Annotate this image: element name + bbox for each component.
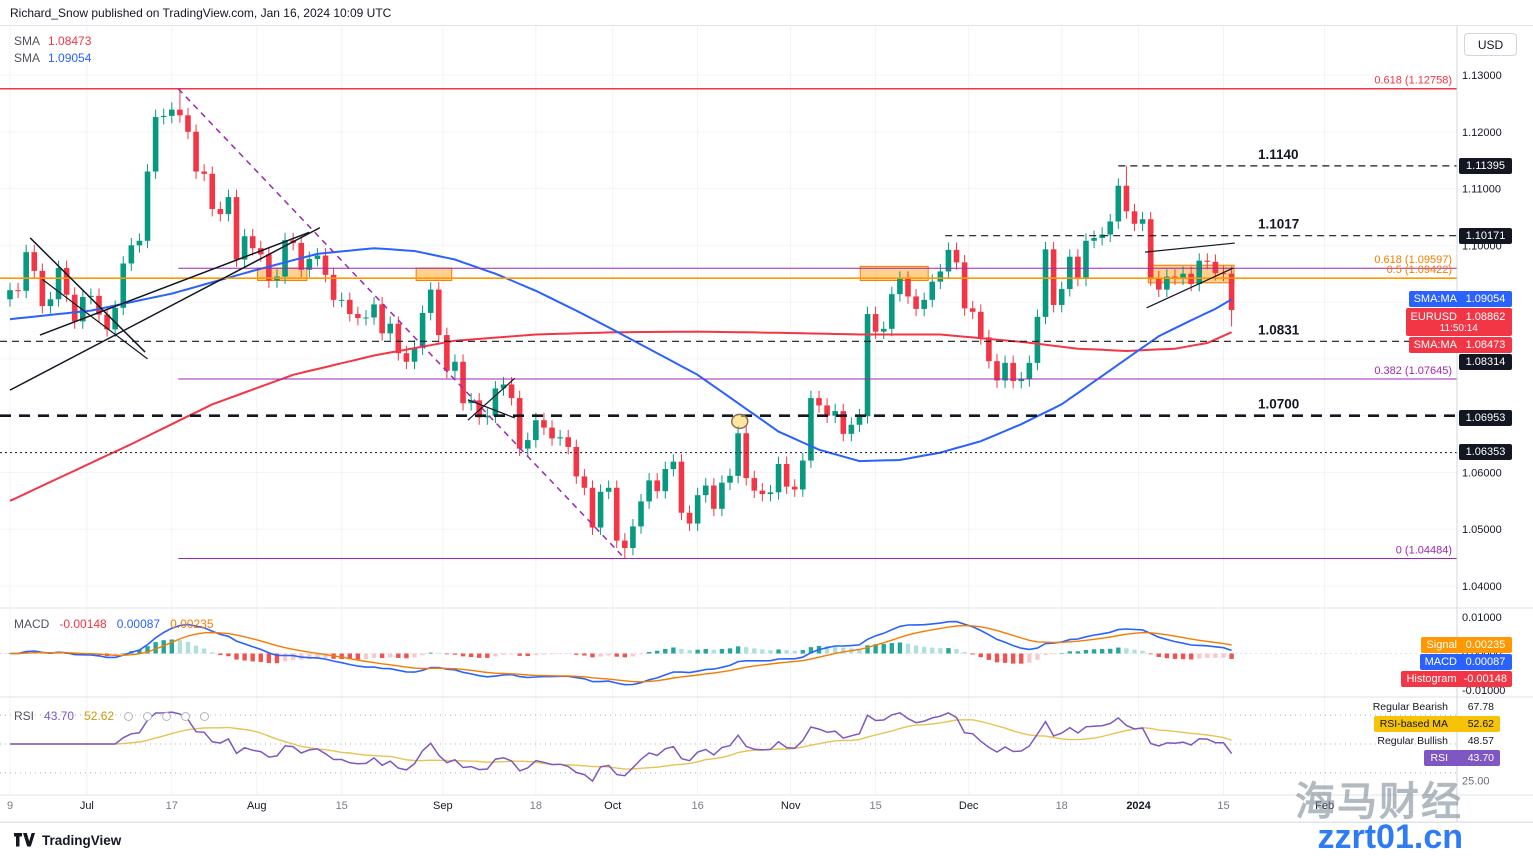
svg-text:18: 18 — [1056, 800, 1068, 812]
rsi-badge: RSI 43.70 — [1424, 750, 1500, 766]
svg-text:15: 15 — [870, 800, 882, 812]
level-badge-10171: 1.10171 — [1459, 227, 1512, 244]
svg-text:Oct: Oct — [604, 800, 621, 812]
symbol-price-badge: EURUSD 1.08862 11:50:14 — [1405, 308, 1512, 337]
tradingview-logo-icon — [14, 833, 35, 847]
sma-red-legend-label: SMA — [14, 34, 41, 48]
level-badge-11395: 1.11395 — [1459, 158, 1512, 175]
svg-text:25.00: 25.00 — [1462, 775, 1490, 787]
svg-text:16: 16 — [692, 800, 704, 812]
histogram-badge: Histogram -0.00148 — [1401, 670, 1512, 687]
circle-annotation[interactable] — [730, 413, 749, 430]
regular-bearish-label: Regular Bearish 67.78 — [1372, 701, 1494, 713]
time-axis-scale[interactable] — [0, 795, 1457, 822]
svg-text:2024: 2024 — [1126, 800, 1151, 812]
level-badge-06953: 1.06953 — [1459, 410, 1512, 427]
macd-pane[interactable] — [0, 608, 1457, 697]
signal-badge: Signal 0.00235 — [1421, 636, 1512, 653]
sma-red-badge: SMA:MA 1.08473 — [1408, 337, 1512, 354]
currency-toggle-usd[interactable]: USD — [1464, 33, 1517, 56]
svg-text:0.618 (1.09597): 0.618 (1.09597) — [1374, 254, 1452, 266]
rsi-legend-dot[interactable] — [124, 711, 134, 721]
rsi-pane[interactable] — [0, 697, 1457, 795]
svg-text:Sep: Sep — [433, 800, 453, 812]
grid-layer — [0, 26, 1457, 795]
svg-text:Feb: Feb — [1315, 800, 1334, 812]
sma-blue-legend-label: SMA — [14, 51, 41, 65]
svg-text:17: 17 — [166, 800, 178, 812]
macd-legend[interactable]: MACD -0.00148 0.00087 0.00235 — [14, 617, 214, 631]
sma-red-legend-row[interactable]: SMA 1.08473 — [14, 34, 91, 48]
level-badge-06353: 1.06353 — [1459, 444, 1512, 461]
rsi-ma-value: 52.62 — [84, 709, 115, 723]
watermark-line2: zzrt01.cn — [1317, 818, 1464, 856]
rsi-legend-dot[interactable] — [143, 711, 153, 721]
svg-text:Aug: Aug — [247, 800, 267, 812]
rsi-legend-dot[interactable] — [162, 711, 172, 721]
svg-text:15: 15 — [336, 800, 348, 812]
price-levels: 0.618 (1.12758) 0.618 (1.09597)0.5 (1.094… — [0, 75, 1457, 560]
svg-text:-0.01000: -0.01000 — [1462, 685, 1505, 697]
sma-blue-legend-value: 1.09054 — [48, 51, 92, 65]
svg-text:1.0700: 1.0700 — [1258, 397, 1299, 412]
macd-histogram-value: -0.00148 — [59, 617, 107, 631]
svg-text:0.618 (1.12758): 0.618 (1.12758) — [1374, 75, 1452, 87]
svg-text:0.01000: 0.01000 — [1462, 612, 1502, 624]
sma-blue-line[interactable] — [9, 247, 1233, 463]
svg-text:Dec: Dec — [959, 800, 979, 812]
svg-text:1.1140: 1.1140 — [1258, 147, 1299, 162]
rsi-legend[interactable]: RSI 43.70 52.62 — [14, 709, 210, 723]
svg-text:1.11000: 1.11000 — [1462, 184, 1501, 196]
svg-text:1.05000: 1.05000 — [1462, 524, 1502, 536]
svg-text:1.13000: 1.13000 — [1462, 70, 1502, 82]
watermark-line1: 海马财经 — [1295, 780, 1463, 824]
rsi-indicator — [0, 711, 1457, 783]
publish-header-text: Richard_Snow published on TradingView.co… — [10, 5, 392, 20]
price-pane[interactable] — [0, 26, 1457, 608]
svg-text:0.382 (1.07645): 0.382 (1.07645) — [1374, 365, 1452, 377]
svg-text:0.5 (1.09422): 0.5 (1.09422) — [1387, 264, 1452, 276]
tradingview-logo-text: TradingView — [42, 832, 122, 848]
svg-text:1.1017: 1.1017 — [1258, 217, 1299, 232]
svg-text:1.04000: 1.04000 — [1462, 581, 1502, 593]
svg-text:Jul: Jul — [80, 800, 94, 812]
svg-text:Nov: Nov — [781, 800, 801, 812]
sma-red-legend-value: 1.08473 — [48, 34, 92, 48]
footer-bar: TradingView — [0, 822, 1533, 857]
sma-red-line[interactable] — [9, 330, 1233, 502]
candlestick-series — [7, 88, 1235, 559]
rsi-legend-title: RSI — [14, 709, 35, 723]
svg-text:15: 15 — [1217, 800, 1229, 812]
publish-header: Richard_Snow published on TradingView.co… — [0, 0, 1533, 26]
tradingview-logo[interactable]: TradingView — [14, 833, 121, 848]
macd-signal-value: 0.00235 — [170, 617, 214, 631]
price-legend: SMA 1.08473 SMA 1.09054 — [14, 34, 91, 65]
rsi-value: 43.70 — [44, 709, 75, 723]
macd-badge: MACD 0.00087 — [1419, 653, 1512, 670]
svg-text:1.06000: 1.06000 — [1462, 467, 1502, 479]
rsi-legend-dot[interactable] — [200, 711, 210, 721]
svg-text:1.12000: 1.12000 — [1462, 127, 1502, 139]
sma-blue-legend-row[interactable]: SMA 1.09054 — [14, 51, 91, 65]
sma-blue-badge: SMA:MA 1.09054 — [1408, 291, 1512, 308]
macd-indicator — [0, 620, 1457, 686]
rsi-legend-dot[interactable] — [181, 711, 191, 721]
svg-text:1.0831: 1.0831 — [1258, 322, 1300, 337]
level-badge-08314: 1.08314 — [1459, 354, 1512, 371]
macd-line-value: 0.00087 — [116, 617, 161, 631]
svg-text:9: 9 — [7, 800, 13, 812]
regular-bullish-label: Regular Bullish 48.57 — [1377, 735, 1494, 747]
countdown-timer: 11:50:14 — [1439, 322, 1478, 334]
svg-text:0 (1.04484): 0 (1.04484) — [1396, 545, 1452, 557]
macd-legend-title: MACD — [14, 617, 50, 631]
rsi-ma-badge: RSI-based MA 52.62 — [1373, 716, 1500, 732]
svg-text:18: 18 — [530, 800, 542, 812]
